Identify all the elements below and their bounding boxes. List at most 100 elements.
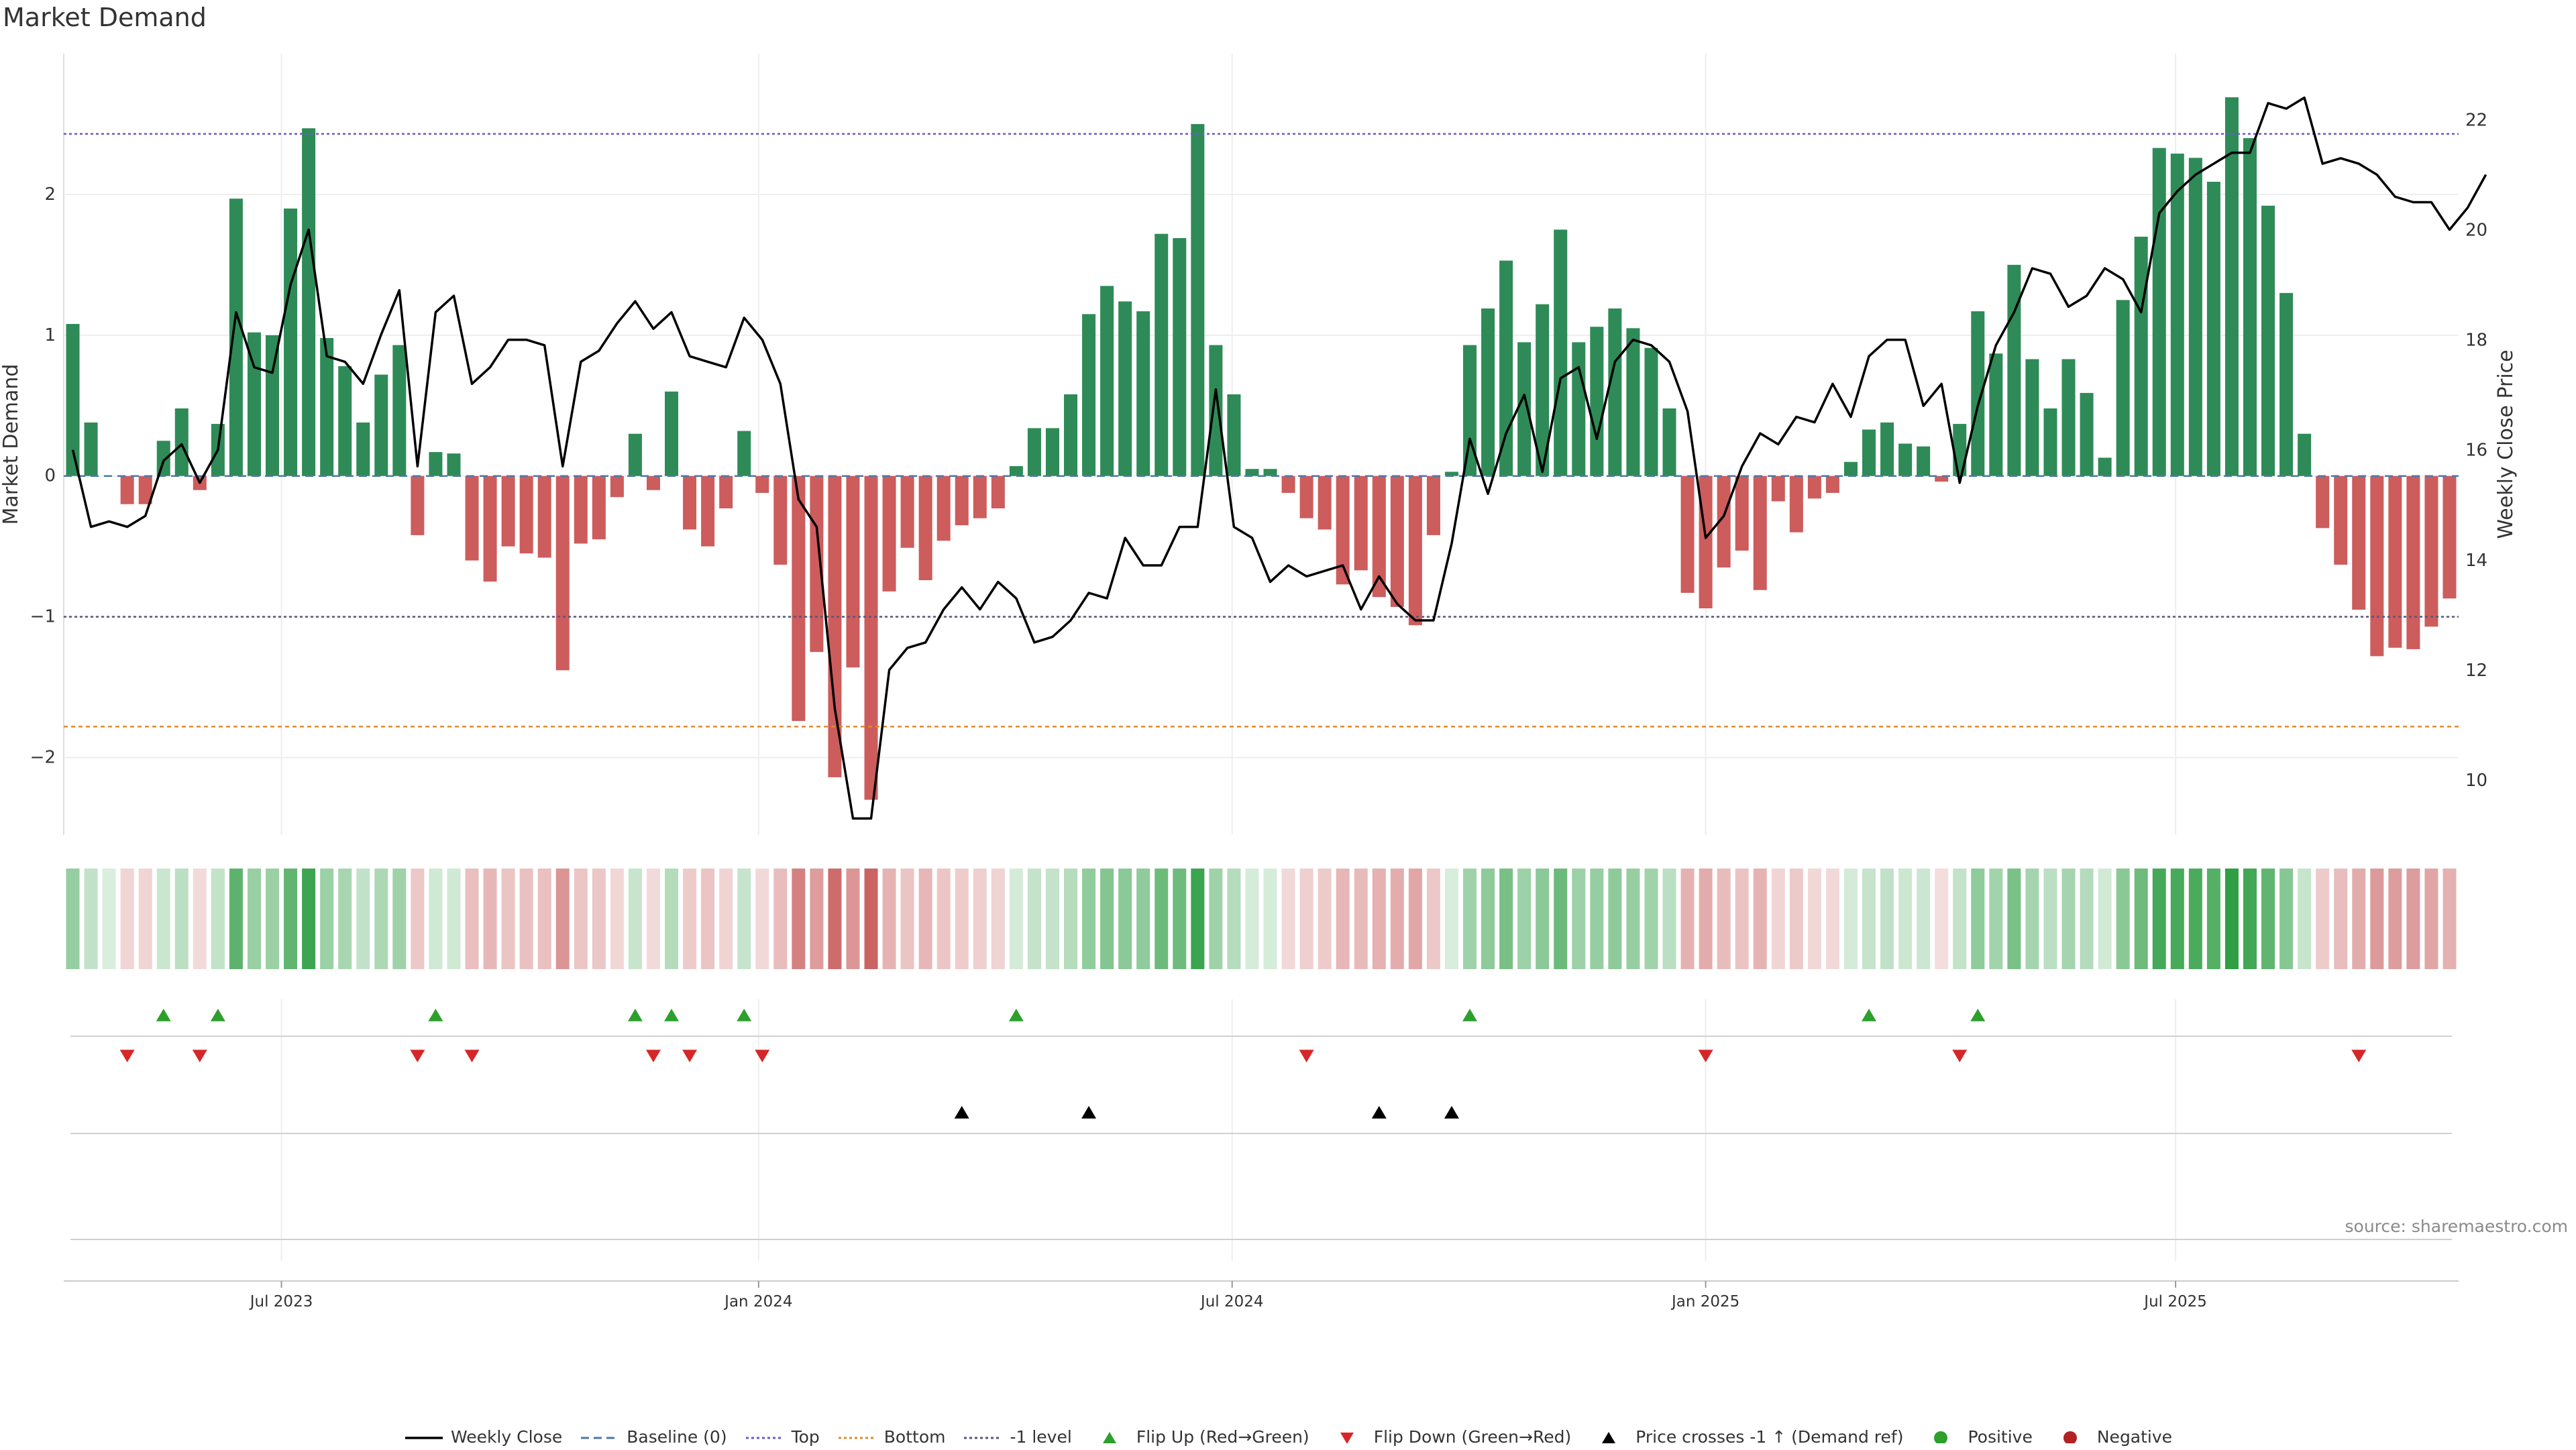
demand-bar-positive <box>2298 433 2312 476</box>
y2-tick-label: 18 <box>2465 331 2487 351</box>
demand-bar-negative <box>864 476 878 800</box>
demand-bar-positive <box>1173 237 1187 476</box>
heat-strip-cell <box>1045 869 1059 969</box>
y2-tick-label: 14 <box>2465 551 2487 571</box>
price-cross-marker <box>1444 1106 1459 1119</box>
demand-bar-positive <box>737 431 751 476</box>
flip-down-marker <box>755 1050 770 1062</box>
y-tick-label: 2 <box>44 184 56 205</box>
heat-strip-cell <box>1717 869 1731 969</box>
legend-dotted-line-icon <box>838 1437 876 1439</box>
demand-bar-negative <box>1735 476 1749 551</box>
heat-strip-cell <box>2388 869 2402 969</box>
heat-strip-cell <box>864 869 878 969</box>
heat-strip-cell <box>356 869 370 969</box>
demand-bar-positive <box>1626 328 1640 476</box>
legend-item: Weekly Close <box>404 1427 562 1447</box>
heat-strip-cell <box>2352 869 2366 969</box>
demand-bar-positive <box>2152 148 2166 476</box>
demand-bar-negative <box>2406 476 2420 649</box>
heat-strip-cell <box>1843 869 1858 969</box>
demand-bar-negative <box>519 476 533 554</box>
heat-strip-cell <box>2152 869 2166 969</box>
demand-bar-negative <box>792 476 806 721</box>
heat-strip-cell <box>266 869 280 969</box>
heat-strip-cell <box>646 869 660 969</box>
heat-strip-cell <box>2443 869 2457 969</box>
heat-strip-cell <box>1100 869 1114 969</box>
heat-strip-cell <box>1444 869 1458 969</box>
demand-bar-positive <box>2134 236 2148 476</box>
demand-bar-negative <box>991 476 1005 509</box>
demand-bar-positive <box>2279 292 2294 476</box>
source-note: source: sharemaestro.com <box>2345 1217 2569 1236</box>
demand-bar-negative <box>537 476 551 558</box>
demand-bar-positive <box>2224 97 2239 476</box>
y2-tick-label: 10 <box>2465 771 2487 791</box>
heat-strip-cell <box>683 869 697 969</box>
demand-bar-negative <box>1390 476 1404 607</box>
demand-bar-negative <box>955 476 969 526</box>
demand-bar-positive <box>2170 154 2184 476</box>
legend-label: Top <box>791 1427 820 1447</box>
demand-bar-negative <box>1789 476 1803 533</box>
demand-bar-positive <box>1263 469 1277 476</box>
heat-strip-cell <box>1318 869 1332 969</box>
heat-strip-cell <box>429 869 443 969</box>
demand-bar-positive <box>1843 461 1858 476</box>
heat-strip-cell <box>120 869 134 969</box>
demand-bar-positive <box>1644 347 1658 476</box>
flip-up-marker <box>1462 1009 1478 1021</box>
heat-strip-cell <box>1118 869 1132 969</box>
heat-strip-cell <box>2261 869 2275 969</box>
demand-bar-positive <box>374 374 388 476</box>
heat-strip-cell <box>1953 869 1967 969</box>
demand-bar-positive <box>302 128 316 476</box>
heat-strip-cell <box>2316 869 2330 969</box>
demand-bar-negative <box>120 476 134 504</box>
heat-strip-cell <box>810 869 824 969</box>
demand-bar-negative <box>2443 476 2457 599</box>
demand-bar-positive <box>2025 359 2039 476</box>
legend-triangle-up-icon <box>1602 1432 1616 1443</box>
demand-bar-negative <box>610 476 624 498</box>
heat-strip-cell <box>1644 869 1658 969</box>
demand-bar-positive <box>1045 428 1059 476</box>
y-tick-label: −2 <box>30 748 56 768</box>
demand-bar-positive <box>1572 342 1586 476</box>
x-tick-label: Jul 2024 <box>1199 1293 1264 1310</box>
demand-bar-positive <box>2116 300 2130 476</box>
heat-strip-cell <box>1155 869 1169 969</box>
heat-strip-cell <box>1536 869 1550 969</box>
heat-strip-cell <box>1027 869 1041 969</box>
heat-strip-cell <box>1608 869 1622 969</box>
legend-label: Negative <box>2096 1427 2173 1447</box>
demand-bar-positive <box>1971 311 1985 476</box>
flip-down-marker <box>645 1050 661 1062</box>
legend-dashed-line-icon <box>581 1437 619 1439</box>
heat-strip-cell <box>1245 869 1259 969</box>
heat-strip-cell <box>955 869 969 969</box>
legend-label: Baseline (0) <box>627 1427 727 1447</box>
heat-strip-cell <box>138 869 152 969</box>
heat-strip-cell <box>1281 869 1295 969</box>
demand-bar-positive <box>1227 394 1241 476</box>
heat-strip-cell <box>2043 869 2057 969</box>
heat-strip-cell <box>1989 869 2003 969</box>
demand-bar-positive <box>266 335 280 476</box>
heat-strip-cell <box>1789 869 1803 969</box>
demand-bar-positive <box>1862 429 1876 476</box>
heat-strip-cell <box>2424 869 2438 969</box>
demand-bar-negative <box>411 476 425 535</box>
demand-bar-positive <box>1898 443 1913 476</box>
y-axis-label: Market Demand <box>0 364 23 525</box>
heat-strip-cell <box>1408 869 1422 969</box>
legend-label: Flip Down (Green→Red) <box>1373 1427 1572 1447</box>
heat-strip-cell <box>2007 869 2021 969</box>
heat-strip-cell <box>1354 869 1368 969</box>
flip-up-marker <box>1008 1009 1024 1021</box>
demand-bar-positive <box>1444 471 1458 476</box>
heat-strip-cell <box>102 869 116 969</box>
demand-bar-negative <box>2316 476 2330 528</box>
